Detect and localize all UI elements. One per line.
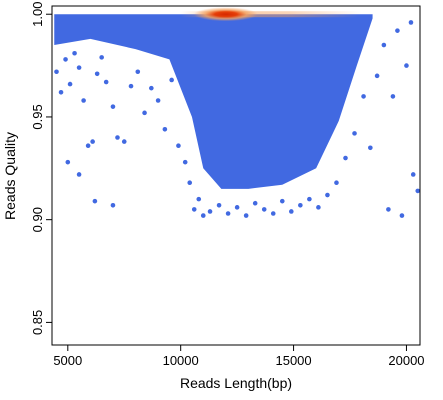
y-tick-label: 1.00 xyxy=(30,2,45,27)
scatter-point xyxy=(110,202,116,208)
scatter-point xyxy=(182,159,188,165)
density-ridge xyxy=(180,11,362,18)
x-axis-label: Reads Length(bp) xyxy=(180,375,292,391)
scatter-point xyxy=(65,159,71,165)
scatter-point xyxy=(234,205,240,210)
scatter-point xyxy=(252,200,258,206)
scatter-point xyxy=(316,205,321,210)
scatter-point xyxy=(94,71,100,77)
scatter-point xyxy=(289,209,294,214)
scatter-point xyxy=(90,139,95,144)
scatter-point xyxy=(410,172,416,177)
scatter-point xyxy=(85,143,91,149)
scatter-point xyxy=(128,83,134,89)
scatter-point xyxy=(298,202,303,208)
scatter-point xyxy=(67,81,73,87)
scatter-point xyxy=(307,196,312,202)
scatter-point xyxy=(390,94,396,99)
x-tick-label: 5000 xyxy=(53,353,82,368)
scatter-point xyxy=(334,180,339,185)
scatter-point xyxy=(261,207,267,212)
y-tick-label: 0.85 xyxy=(30,310,45,335)
scatter-point xyxy=(176,143,181,149)
scatter-point xyxy=(361,94,366,99)
scatter-point xyxy=(169,77,174,83)
scatter-point xyxy=(92,198,98,204)
scatter-point xyxy=(99,55,104,60)
scatter-point xyxy=(76,65,82,70)
y-axis-label: Reads Quality xyxy=(2,132,18,220)
x-tick-label: 15000 xyxy=(275,353,311,368)
scatter-point xyxy=(381,42,387,48)
y-axis: 0.85 0.90 0.95 1.00 xyxy=(30,2,52,335)
scatter-point xyxy=(162,126,168,132)
dense-region xyxy=(54,14,373,189)
scatter-point xyxy=(216,202,222,208)
scatter-point xyxy=(207,209,213,214)
scatter-point xyxy=(415,188,420,194)
scatter-point xyxy=(352,131,357,136)
scatter-point xyxy=(196,196,202,202)
density-peak xyxy=(193,7,258,22)
scatter-point xyxy=(63,57,68,62)
x-axis: 5000 10000 15000 20000 xyxy=(53,345,425,368)
scatter-point xyxy=(135,69,141,75)
scatter-point xyxy=(279,198,285,204)
scatter-point xyxy=(121,139,127,144)
scatter-point xyxy=(325,192,330,198)
scatter-point xyxy=(72,50,77,56)
scatter-point xyxy=(408,20,414,25)
scatter-point xyxy=(103,79,109,85)
scatter-point xyxy=(115,135,120,140)
scatter-point xyxy=(58,89,64,95)
scatter-point xyxy=(395,28,400,33)
scatter-point xyxy=(270,211,276,216)
scatter-point xyxy=(81,98,86,103)
plot-area xyxy=(54,7,420,218)
scatter-point xyxy=(368,145,373,151)
plot-frame xyxy=(51,5,421,346)
scatter-point xyxy=(149,85,154,91)
scatter-point xyxy=(386,207,391,212)
scatter-point xyxy=(187,180,193,185)
points-layer xyxy=(54,20,420,218)
x-tick-label: 10000 xyxy=(163,353,199,368)
scatter-point xyxy=(155,98,161,103)
scatter-point xyxy=(404,63,409,68)
x-tick-label: 20000 xyxy=(388,353,424,368)
scatter-point xyxy=(374,73,380,79)
y-tick-label: 0.95 xyxy=(30,104,45,129)
scatter-point xyxy=(225,211,231,216)
scatter-point xyxy=(110,104,116,109)
scatter-point xyxy=(54,69,59,75)
scatter-point xyxy=(76,172,82,177)
scatter-point xyxy=(142,110,147,116)
y-tick-label: 0.90 xyxy=(30,207,45,232)
scatter-point xyxy=(243,213,249,218)
scatter-point xyxy=(200,213,206,218)
scatter-point xyxy=(343,155,348,161)
scatter-point xyxy=(399,213,405,218)
scatter-point xyxy=(191,207,197,212)
